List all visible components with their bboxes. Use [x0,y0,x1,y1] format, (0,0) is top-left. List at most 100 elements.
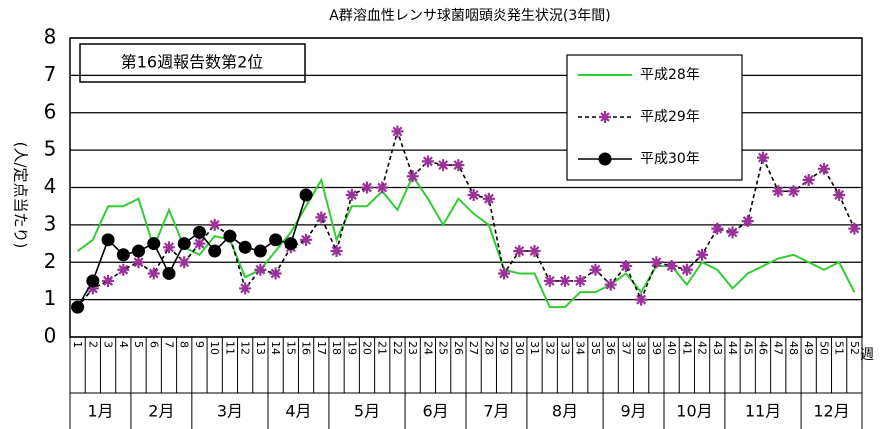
x-tick-label: 35 [589,341,602,355]
x-tick-label: 6 [147,341,160,348]
x-axis-label: 週 [860,347,874,363]
x-tick-label: 11 [223,341,236,355]
chart-title: A群溶血性レンサ球菌咽頭炎発生状況(3年間) [329,8,610,24]
x-tick-label: 15 [284,341,297,355]
x-tick-label: 13 [254,341,267,355]
marker [391,125,404,138]
x-tick-label: 21 [376,341,389,355]
marker [696,248,709,261]
marker [482,192,495,205]
marker [253,244,267,258]
marker [574,274,587,287]
x-tick-label: 17 [315,341,328,355]
month-label: 7月 [483,402,509,421]
marker [421,155,434,168]
y-tick-label: 4 [44,174,57,198]
marker [284,237,298,251]
marker [208,218,221,231]
x-tick-label: 50 [817,341,830,355]
x-tick-label: 8 [178,341,191,348]
marker [239,282,252,295]
annotation: 第16週報告数第2位 [121,53,264,72]
marker [848,222,861,235]
marker [269,233,283,247]
x-tick-label: 26 [452,341,465,355]
marker [132,244,146,258]
marker [178,256,191,269]
x-tick-label: 49 [802,341,815,355]
x-tick-label: 19 [345,341,358,355]
month-label: 4月 [285,402,311,421]
marker [86,274,100,288]
marker [589,263,602,276]
marker [741,215,754,228]
x-tick-label: 47 [772,341,785,355]
y-tick-label: 0 [44,324,57,348]
x-tick-label: 39 [650,341,663,355]
marker [269,267,282,280]
month-label: 12月 [813,402,849,421]
marker [665,259,678,272]
x-tick-label: 41 [680,341,693,355]
marker [650,256,663,269]
marker [361,181,373,194]
y-tick-label: 6 [44,99,57,123]
month-label: 6月 [422,402,448,421]
legend-marker [598,152,612,166]
x-tick-label: 32 [543,341,556,355]
x-tick-label: 18 [330,341,343,355]
series-line [76,194,307,308]
x-tick-label: 42 [696,341,709,355]
marker [787,185,800,198]
marker [802,174,815,187]
marker [299,188,313,202]
marker [833,188,846,201]
y-axis-label: (人/定点当たり) [12,142,30,249]
marker [406,170,419,183]
marker [192,225,206,239]
marker [102,274,115,287]
x-tick-label: 12 [239,341,252,355]
x-tick-label: 4 [117,341,130,348]
marker [498,267,511,280]
marker [223,229,237,243]
marker [254,263,267,276]
x-tick-label: 51 [833,341,846,355]
marker [163,241,175,254]
x-tick-label: 24 [421,341,434,355]
marker [300,233,313,246]
x-tick-label: 36 [604,341,617,355]
month-label: 11月 [745,402,781,421]
x-tick-label: 44 [726,341,739,355]
x-tick-label: 38 [635,341,648,355]
marker [467,188,480,201]
y-tick-label: 8 [44,25,57,49]
marker [132,256,145,269]
month-label: 10月 [676,402,712,421]
marker [101,233,115,247]
marker [772,185,785,198]
marker [208,244,222,258]
y-tick-label: 2 [44,249,57,273]
marker [726,226,739,239]
x-tick-label: 23 [406,341,419,355]
x-tick-label: 28 [482,341,495,355]
x-tick-label: 33 [559,341,572,355]
x-tick-label: 48 [787,341,800,355]
x-tick-label: 31 [528,341,541,355]
marker [757,151,769,164]
month-label: 8月 [552,402,578,421]
month-label: 5月 [354,402,380,421]
x-tick-label: 37 [619,341,632,355]
series-line [77,174,856,309]
marker [86,282,99,295]
legend-label: 平成29年 [640,109,700,125]
marker [528,245,541,258]
marker [604,278,617,291]
marker [711,222,724,235]
marker [376,181,389,194]
marker [116,248,130,262]
series-line [76,128,856,308]
marker [162,266,176,280]
